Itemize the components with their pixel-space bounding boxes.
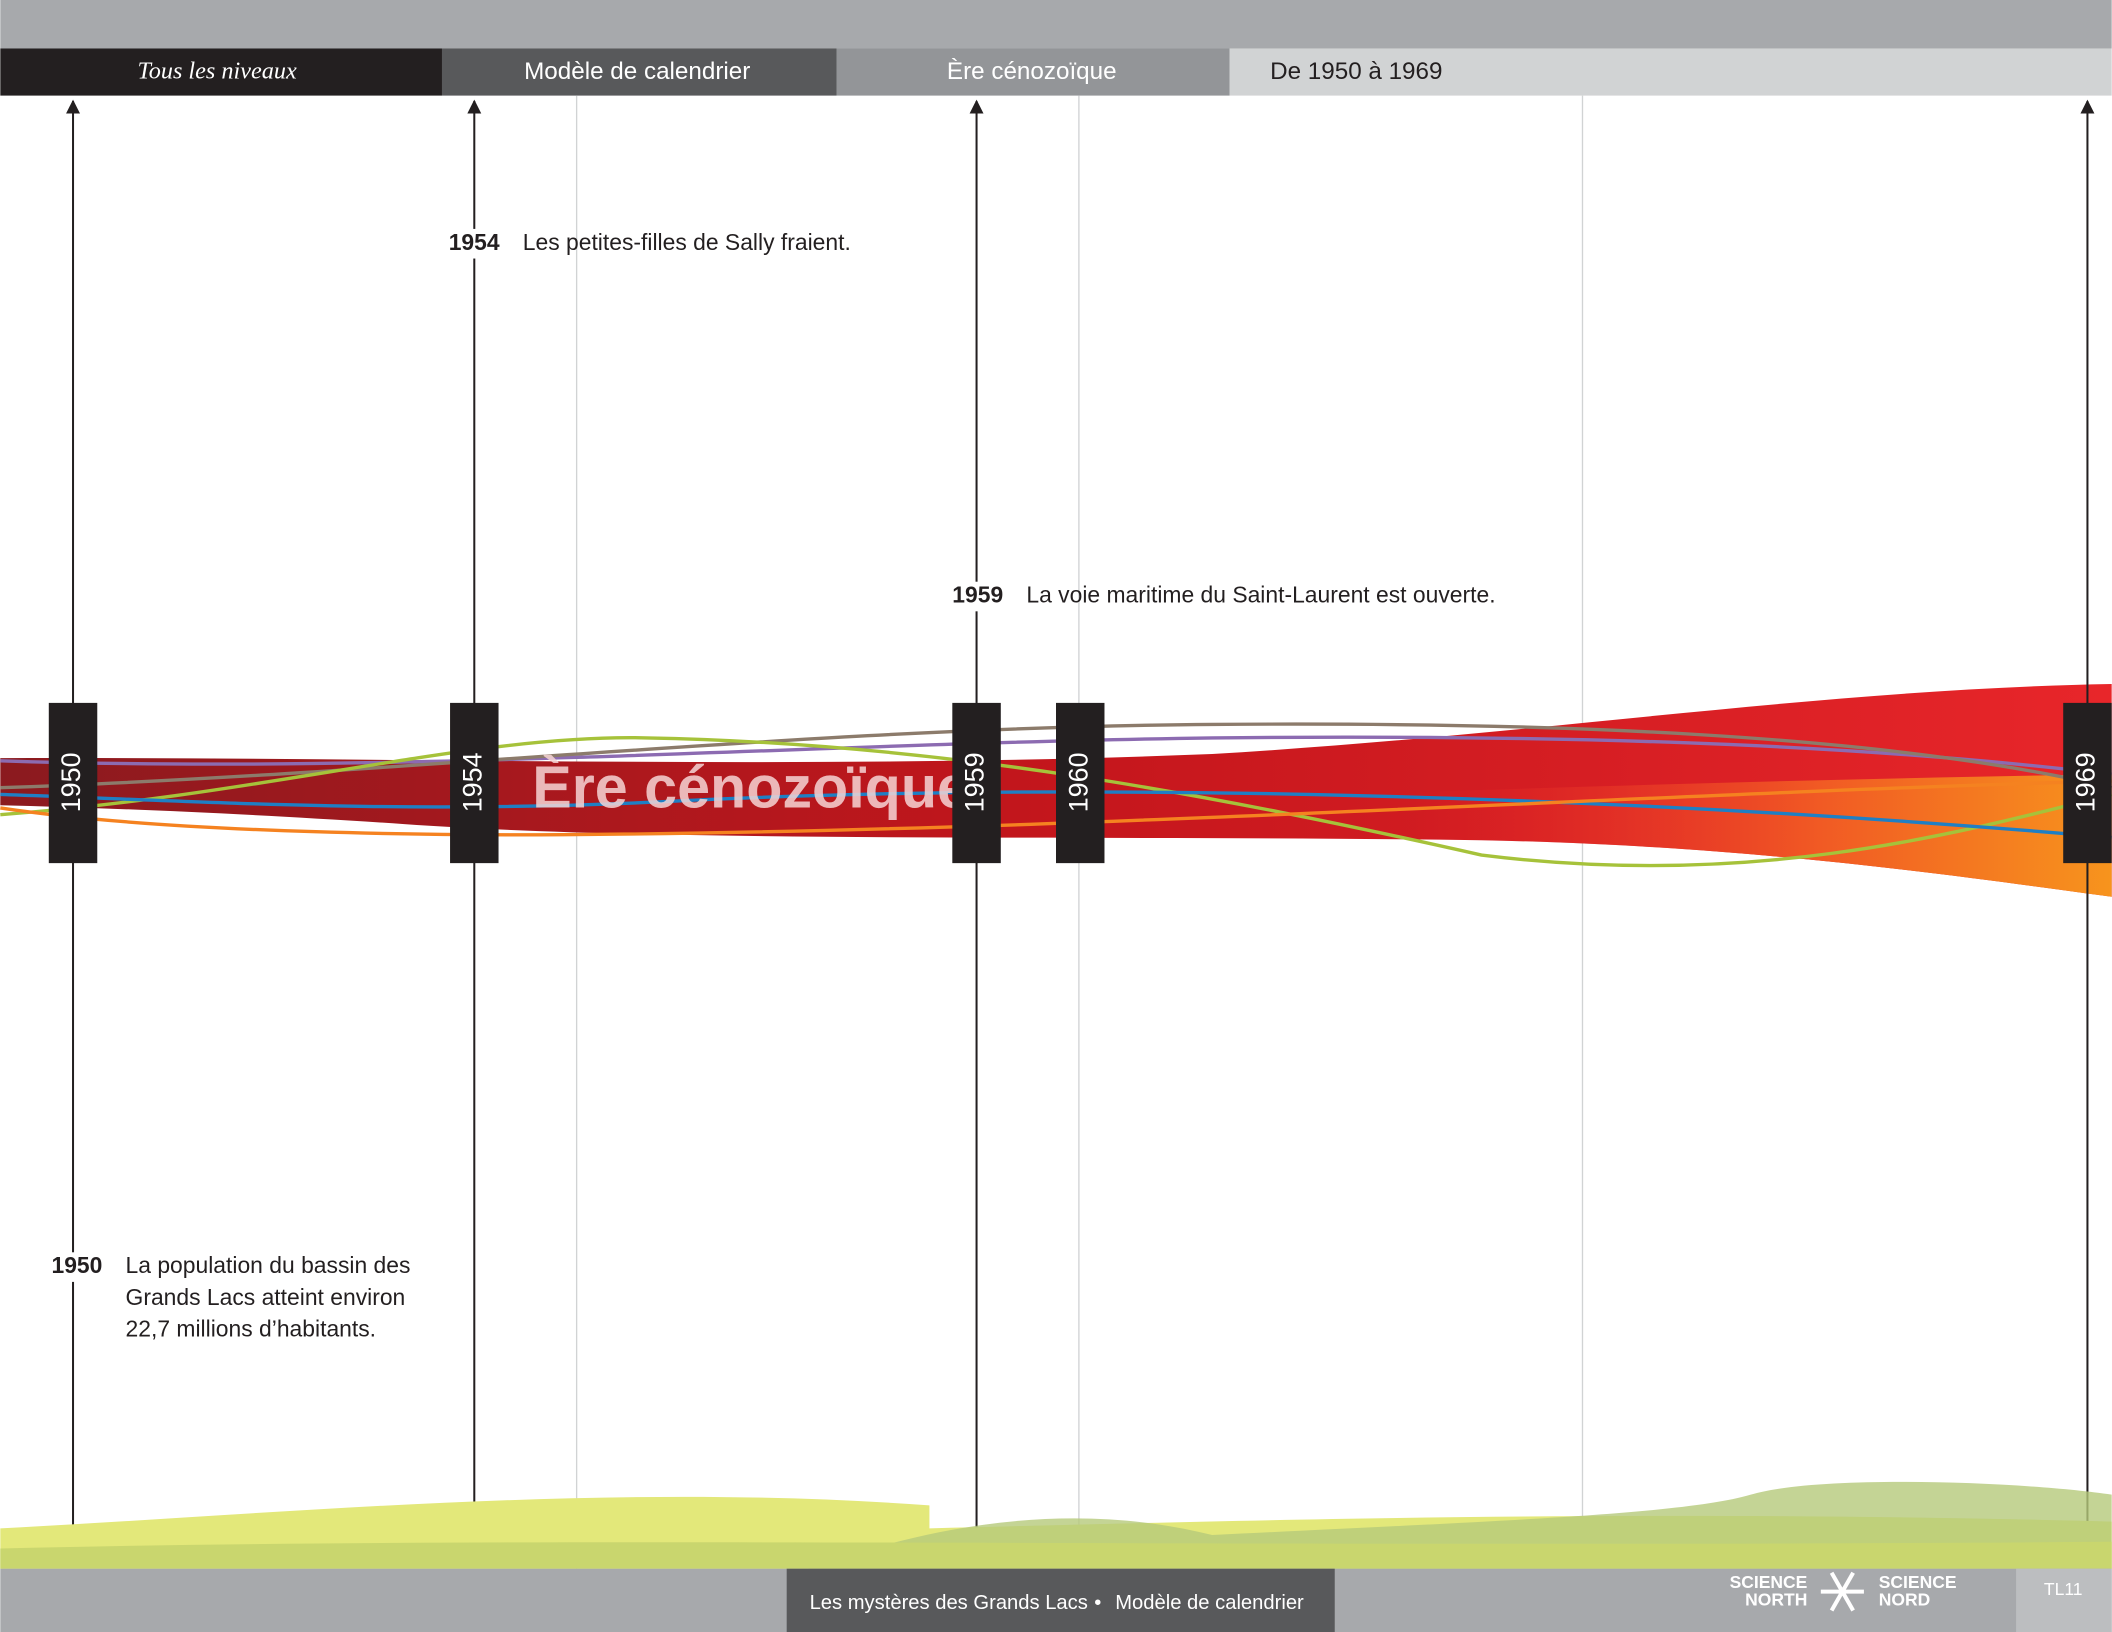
timeline-page: Tous les niveaux Modèle de calendrier Èr…: [0, 0, 2112, 1632]
event-year: 1950: [51, 1252, 102, 1278]
event-text: La voie maritime du Saint-Laurent est ou…: [1026, 582, 1495, 608]
logo-text: NORTH: [1745, 1590, 1807, 1610]
nav-label: De 1950 à 1969: [1270, 58, 1442, 85]
event-year: 1954: [449, 229, 500, 255]
top-bar: [0, 0, 2111, 48]
footer: Les mystères des Grands Lacs • Modèle de…: [0, 1569, 2111, 1632]
nav-label[interactable]: Modèle de calendrier: [524, 58, 750, 85]
footer-subtitle: Modèle de calendrier: [1115, 1592, 1304, 1614]
nav-label[interactable]: Ère cénozoïque: [947, 58, 1117, 85]
page-number: TL11: [2044, 1579, 2083, 1599]
nav-label[interactable]: Tous les niveaux: [137, 57, 296, 84]
event-text: 22,7 millions d’habitants.: [126, 1315, 377, 1341]
year-label: 1960: [1063, 752, 1093, 812]
year-label: 1969: [2071, 752, 2101, 812]
year-label: 1954: [457, 752, 487, 812]
nav-bar: Tous les niveaux Modèle de calendrier Èr…: [0, 48, 2111, 95]
year-label: 1959: [960, 752, 990, 812]
logo-text: NORD: [1879, 1590, 1931, 1610]
year-label: 1950: [56, 752, 86, 812]
event-year: 1959: [952, 582, 1003, 608]
event-text: Les petites-filles de Sally fraient.: [523, 229, 851, 255]
hill: [0, 1542, 2111, 1569]
hills: [0, 1482, 2111, 1569]
band-label: Ère cénozoïque: [532, 753, 970, 820]
page: Tous les niveaux Modèle de calendrier Èr…: [0, 0, 2112, 1632]
footer-separator: •: [1094, 1592, 1101, 1614]
event-text: La population du bassin des: [126, 1252, 411, 1278]
footer-title: Les mystères des Grands Lacs: [810, 1592, 1088, 1614]
event-text: Grands Lacs atteint environ: [126, 1284, 406, 1310]
